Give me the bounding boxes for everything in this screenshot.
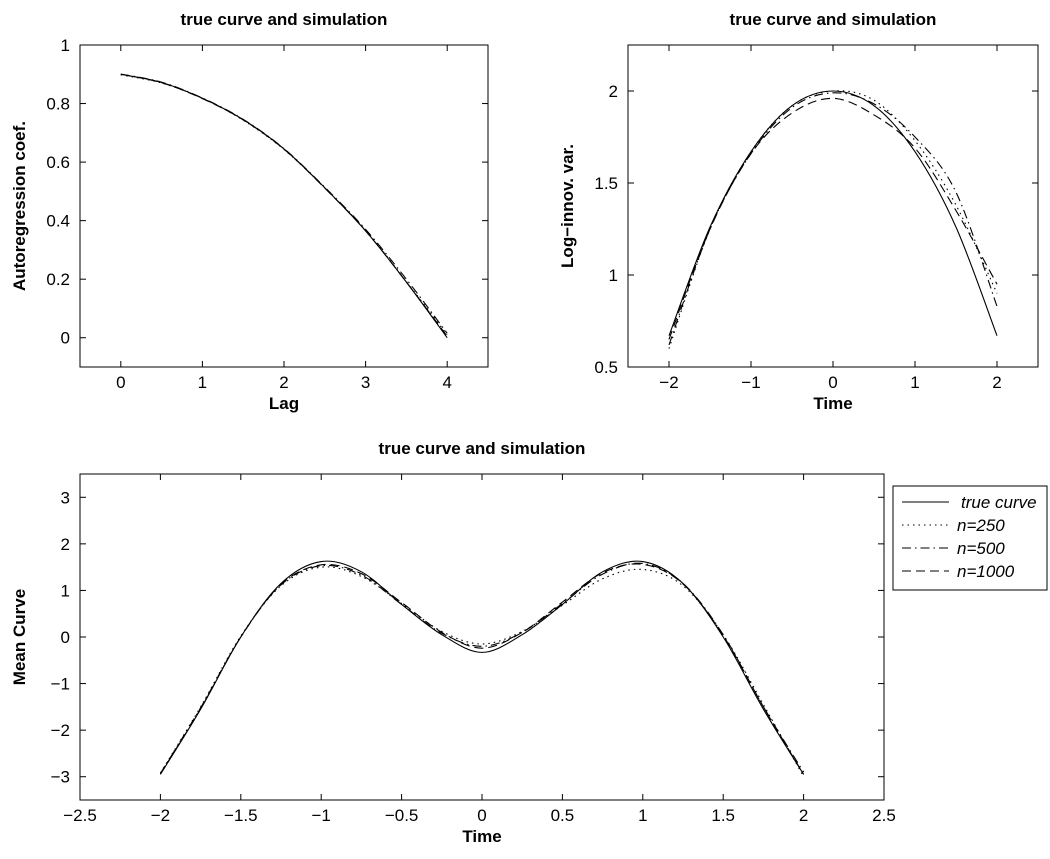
- x-tick-label: −2: [151, 806, 170, 825]
- x-tick-label: 0: [116, 373, 125, 392]
- x-tick-label: 3: [361, 373, 370, 392]
- x-tick-label: 1: [638, 806, 647, 825]
- y-tick-label: 0: [61, 628, 70, 647]
- plot-mean-curve: −2.5 −2 −1.5 −1 −0.5 0 0.5 1 1.5 2 2.5 −3 −2 −1 0 1 2 3 tr…: [10, 439, 896, 846]
- y-tick-label: 1: [61, 581, 70, 600]
- x-tick-label: −1: [741, 373, 760, 392]
- x-tick-label: 0: [828, 373, 837, 392]
- x-tick-label: 0: [477, 806, 486, 825]
- y-tick-label: 0: [61, 329, 70, 348]
- axes-box: [79, 473, 885, 801]
- y-tick-label: 2: [61, 535, 70, 554]
- y-axis-label: Mean Curve: [10, 589, 29, 685]
- chart-title: true curve and simulation: [181, 10, 388, 29]
- y-tick-label: 0.6: [46, 153, 70, 172]
- series-line-n-500: [159, 562, 805, 774]
- x-axis-label: Time: [462, 827, 501, 846]
- y-tick-label: −2: [51, 721, 70, 740]
- y-tick-label: 1: [609, 266, 618, 285]
- x-tick-label: 0.5: [551, 806, 575, 825]
- x-tick-label: 2: [279, 373, 288, 392]
- x-tick-label: −1: [312, 806, 331, 825]
- x-tick-label: 1: [910, 373, 919, 392]
- x-tick-label: −1.5: [224, 806, 258, 825]
- x-tick-label: 4: [442, 373, 451, 392]
- y-tick-label: 0.2: [46, 270, 70, 289]
- y-tick-label: 1.5: [594, 174, 618, 193]
- series-line-true-curve: [120, 73, 448, 339]
- plot-log-innovation-variance: −2 −1 0 1 2 0.5 1 1.5 2 true curve and simulation…: [558, 10, 1039, 413]
- legend-label: n=500: [957, 539, 1005, 558]
- x-tick-label: −2: [659, 373, 678, 392]
- series-line-n-500: [668, 92, 998, 346]
- series-line-n-250: [159, 566, 805, 777]
- x-tick-label: 2: [992, 373, 1001, 392]
- x-tick-label: 1: [198, 373, 207, 392]
- x-tick-label: −2.5: [63, 806, 97, 825]
- series-line-n-1000: [120, 73, 448, 337]
- legend-label: n=1000: [957, 562, 1015, 581]
- x-axis-label: Time: [813, 394, 852, 413]
- y-tick-label: −3: [51, 768, 70, 787]
- y-axis-label: Log−innov. var.: [558, 144, 577, 268]
- plot-autoregression: 0 1 2 3 4 0 0.2 0.4 0.6 0.8 1 true curve and simula…: [10, 10, 489, 413]
- chart-title: true curve and simulation: [730, 10, 937, 29]
- x-tick-label: 2.5: [872, 806, 896, 825]
- y-tick-label: 0.5: [594, 358, 618, 377]
- y-tick-label: 1: [61, 36, 70, 55]
- y-tick-label: 0.8: [46, 95, 70, 114]
- x-axis-label: Lag: [269, 394, 299, 413]
- series-line-n-250: [120, 74, 448, 336]
- series-line-true-curve: [668, 90, 998, 336]
- chart-title: true curve and simulation: [379, 439, 586, 458]
- legend-label: n=250: [957, 516, 1005, 535]
- x-tick-label: 1.5: [711, 806, 735, 825]
- series-line-n-250: [668, 90, 998, 349]
- series-line-n-1000: [668, 97, 998, 340]
- series-line-n-500: [120, 73, 448, 334]
- y-tick-label: 3: [61, 488, 70, 507]
- y-tick-label: 2: [609, 82, 618, 101]
- legend-label: true curve: [961, 493, 1037, 512]
- x-tick-label: −0.5: [385, 806, 419, 825]
- series-line-n-1000: [159, 563, 805, 775]
- legend: true curve n=250 n=500 n=1000: [892, 485, 1048, 591]
- y-axis-label: Autoregression coef.: [10, 121, 29, 291]
- y-tick-label: −1: [51, 675, 70, 694]
- legend-box: [892, 485, 1048, 591]
- y-tick-label: 0.4: [46, 212, 70, 231]
- axes-box: [79, 44, 489, 368]
- series-line-true-curve: [159, 560, 805, 775]
- x-tick-label: 2: [799, 806, 808, 825]
